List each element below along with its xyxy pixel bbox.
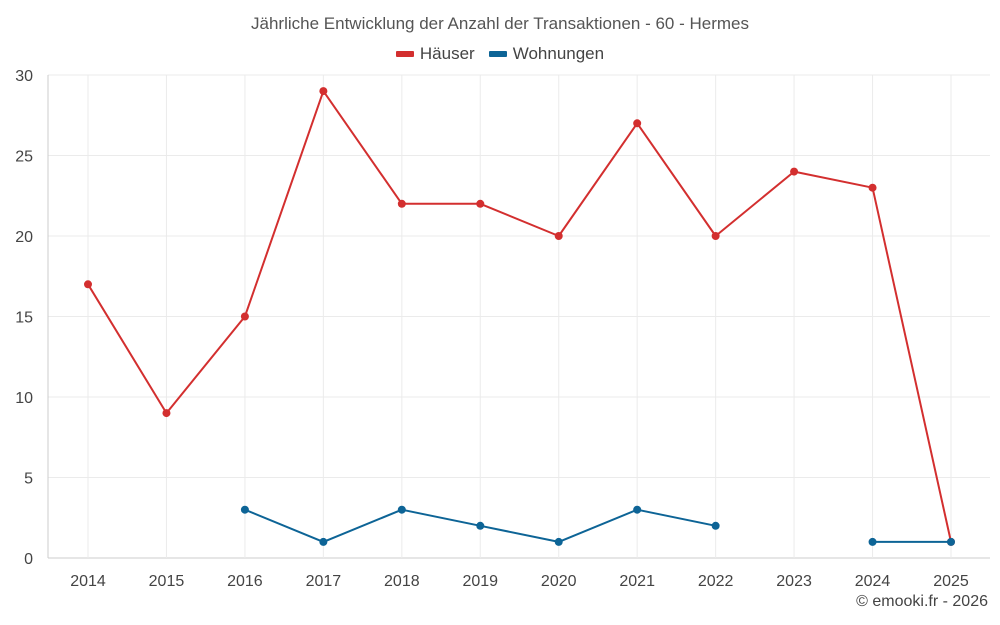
data-point-wohnungen	[476, 521, 485, 530]
data-point-wohnungen	[711, 521, 720, 530]
x-tick-label: 2019	[462, 573, 498, 590]
x-tick-label: 2015	[149, 573, 185, 590]
data-point-haeuser	[711, 232, 720, 240]
series-line-haeuser	[87, 90, 952, 543]
data-point-haeuser	[476, 199, 485, 208]
copyright-text: © emooki.fr - 2026	[856, 593, 988, 610]
data-point-wohnungen	[397, 505, 406, 514]
legend-item-haeuser[interactable]: Häuser	[395, 44, 475, 64]
x-tick-label: 2025	[933, 573, 969, 590]
y-tick-label: 10	[15, 390, 33, 407]
data-point-haeuser	[84, 280, 92, 289]
y-tick-label: 15	[15, 310, 33, 327]
legend-swatch-wohnungen	[488, 51, 507, 57]
data-point-wohnungen	[947, 537, 955, 546]
x-tick-label: 2018	[384, 573, 420, 590]
x-tick-label: 2020	[541, 573, 577, 590]
x-tick-label: 2024	[855, 573, 891, 590]
data-point-haeuser	[554, 232, 563, 240]
x-tick-label: 2023	[776, 573, 812, 590]
data-point-haeuser	[162, 409, 171, 418]
data-point-haeuser	[319, 87, 328, 96]
x-tick-label: 2022	[698, 573, 734, 590]
legend-label-haeuser: Häuser	[419, 44, 475, 63]
legend-item-wohnungen[interactable]: Wohnungen	[488, 44, 605, 64]
chart-title: Jährliche Entwicklung der Anzahl der Tra…	[251, 14, 749, 33]
data-point-wohnungen	[240, 505, 249, 514]
y-tick-label: 5	[24, 471, 33, 488]
data-point-haeuser	[868, 183, 877, 192]
data-point-haeuser	[240, 312, 249, 321]
y-tick-label: 20	[15, 229, 33, 246]
x-tick-label: 2016	[227, 573, 263, 590]
data-point-wohnungen	[633, 505, 642, 514]
y-tick-label: 30	[15, 68, 33, 85]
x-tick-label: 2021	[619, 573, 655, 590]
data-point-wohnungen	[868, 537, 877, 546]
x-tick-label: 2017	[306, 573, 342, 590]
data-point-haeuser	[633, 119, 642, 128]
legend-label-wohnungen: Wohnungen	[512, 44, 605, 63]
legend-swatch-haeuser	[395, 51, 414, 57]
data-point-wohnungen	[319, 537, 328, 546]
data-point-haeuser	[397, 199, 406, 208]
x-tick-label: 2014	[70, 573, 106, 590]
data-point-haeuser	[790, 167, 799, 176]
data-point-wohnungen	[554, 537, 563, 546]
legend: Häuser Wohnungen	[0, 44, 1000, 64]
y-tick-label: 25	[15, 149, 33, 166]
y-tick-label: 0	[24, 551, 33, 568]
